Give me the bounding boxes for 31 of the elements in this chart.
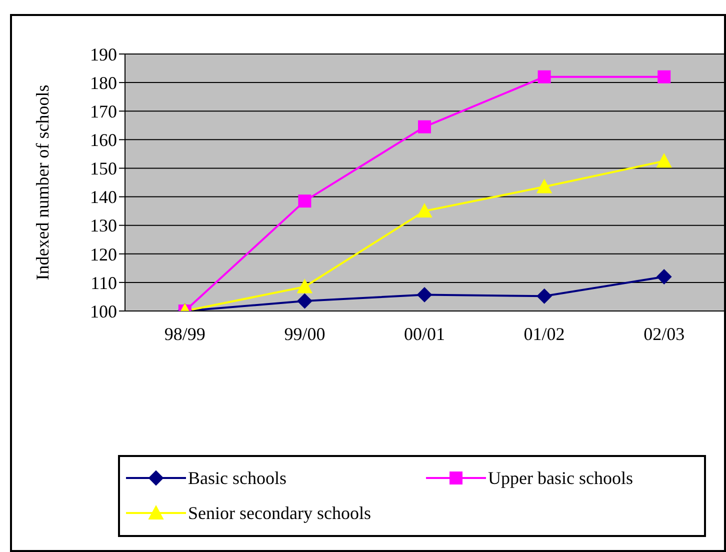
y-tick-label: 110 — [90, 272, 117, 293]
y-tick-label: 190 — [90, 44, 117, 64]
x-tick-label: 02/03 — [644, 324, 685, 344]
point — [417, 287, 432, 302]
point — [656, 154, 672, 168]
legend-label: Upper basic schools — [488, 468, 633, 488]
legend-label: Basic schools — [188, 468, 286, 488]
point — [656, 269, 672, 284]
point — [538, 70, 551, 84]
legend-label: Senior secondary schools — [188, 502, 371, 524]
x-tick-label: 98/99 — [164, 324, 206, 344]
point — [536, 288, 552, 304]
point — [536, 179, 552, 194]
point — [658, 70, 671, 84]
y-tick-label: 150 — [90, 158, 117, 179]
point — [298, 194, 312, 208]
y-tick-label: 120 — [90, 244, 117, 264]
y-tick-label: 170 — [90, 102, 117, 122]
x-tick-label: 99/00 — [284, 324, 326, 344]
x-tick-label: 01/02 — [524, 324, 565, 344]
y-tick-label: 180 — [90, 72, 117, 93]
point — [418, 120, 431, 134]
y-tick-label: 160 — [90, 130, 117, 150]
point — [297, 294, 312, 309]
y-tick-label: 100 — [90, 301, 117, 322]
point — [417, 204, 432, 218]
y-tick-label: 130 — [90, 216, 117, 236]
point — [297, 279, 312, 294]
y-tick-label: 140 — [90, 187, 117, 208]
x-tick-label: 00/01 — [404, 324, 446, 344]
y-axis-title: Indexed number of schools — [32, 84, 52, 280]
